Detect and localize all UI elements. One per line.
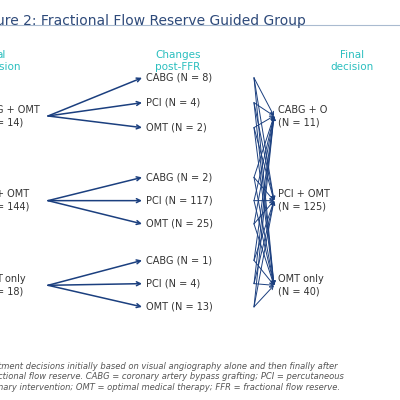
Text: OMT (N = 13): OMT (N = 13) [146,302,213,312]
Text: PCI (N = 4): PCI (N = 4) [146,279,200,289]
Text: G + OMT
= 14): G + OMT = 14) [0,105,40,127]
Text: CABG (N = 8): CABG (N = 8) [146,73,212,83]
Text: CABG + O
(N = 11): CABG + O (N = 11) [278,105,327,127]
Text: tment decisions initially based on visual angiography alone and then finally aft: tment decisions initially based on visua… [0,362,344,392]
Text: PCI + OMT
(N = 125): PCI + OMT (N = 125) [278,190,330,212]
Text: PCI (N = 117): PCI (N = 117) [146,196,213,206]
Text: PCI (N = 4): PCI (N = 4) [146,98,200,108]
Text: OMT (N = 25): OMT (N = 25) [146,219,213,229]
Text: CABG (N = 2): CABG (N = 2) [146,172,212,182]
Text: OMT (N = 2): OMT (N = 2) [146,122,207,133]
Text: OMT only
(N = 40): OMT only (N = 40) [278,274,324,296]
Text: T only
= 18): T only = 18) [0,274,26,296]
Text: Changes
post-FFR: Changes post-FFR [155,50,201,72]
Text: ure 2: Fractional Flow Reserve Guided Group: ure 2: Fractional Flow Reserve Guided Gr… [0,14,306,28]
Text: Final
decision: Final decision [330,50,374,72]
Text: al
ision: al ision [0,50,20,72]
Text: CABG (N = 1): CABG (N = 1) [146,256,212,266]
Text: + OMT
= 144): + OMT = 144) [0,190,29,212]
